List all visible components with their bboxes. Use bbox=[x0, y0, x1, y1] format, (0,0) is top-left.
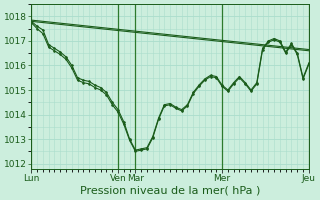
X-axis label: Pression niveau de la mer( hPa ): Pression niveau de la mer( hPa ) bbox=[80, 186, 260, 196]
